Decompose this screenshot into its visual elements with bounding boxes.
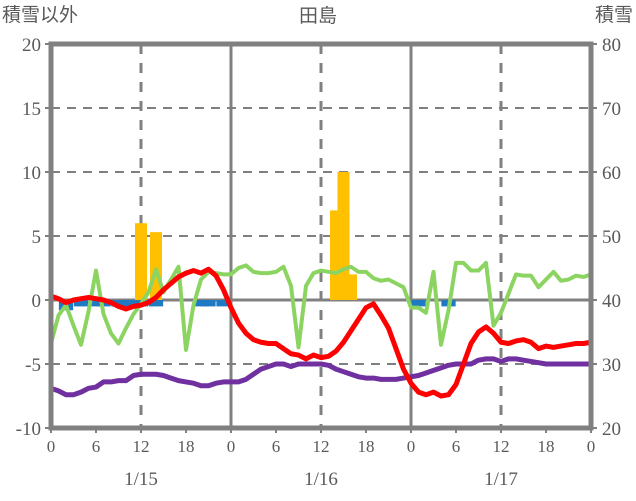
x-axis-tick-label: 18 [178,437,195,456]
gridlines [51,44,591,428]
left-axis-tick-label: -5 [25,355,41,376]
snow-depth-line [48,356,594,398]
right-axis-tick-label: 60 [602,163,621,184]
right-axis-tick-label: 40 [602,291,621,312]
x-axis-tick-label: 6 [452,437,461,456]
precipitation-bar [148,300,164,307]
left-axis-tick-label: 0 [32,291,42,312]
precipitation-bar [88,300,104,307]
date-label: 1/17 [484,469,518,490]
snowfall-bar [135,223,147,300]
temperature-line [48,266,594,399]
left-axis-unit-label: 積雪以外 [2,4,79,26]
x-axis-tick-label: 6 [92,437,101,456]
date-label: 1/15 [124,469,158,490]
x-axis-tick-label: 0 [407,437,416,456]
page-title: 田島 [298,5,337,27]
precipitation-bar [201,300,216,307]
temperature-series-path [48,266,594,399]
left-axis-tick-label: 20 [22,35,41,56]
x-axis-tick-label: 0 [587,437,596,456]
x-axis-tick-label: 6 [272,437,281,456]
left-axis-tick-label: -10 [16,419,41,440]
x-axis-tick-label: 18 [358,437,375,456]
date-label: 1/16 [304,469,338,490]
x-axis-tick-label: 12 [133,437,150,456]
x-axis-tick-label: 12 [313,437,330,456]
precipitation-bar [193,300,209,307]
left-axis-tick-label: 5 [32,227,42,248]
left-axis-tick-label: 15 [22,99,41,120]
snowfall-bars [135,172,357,300]
left-axis-tick-label: 10 [22,163,41,184]
x-axis-tick-label: 0 [47,437,56,456]
precipitation-bar [118,300,134,307]
axis-ticks [45,43,597,433]
right-axis-tick-label: 30 [602,355,621,376]
right-axis-tick-label: 70 [602,99,621,120]
x-axis-tick-label: 0 [227,437,236,456]
precipitation-bar [411,300,426,307]
snow-depth-series-path [48,356,594,398]
snowfall-bar [345,274,357,300]
right-axis-tick-label: 20 [602,419,621,440]
precipitation-bar [73,300,89,307]
right-axis-unit-label: 積雪 [594,4,633,26]
precipitation-bar [111,300,126,307]
precipitation-bar [216,300,231,307]
x-axis-tick-label: 12 [493,437,510,456]
right-axis-tick-label: 80 [602,35,621,56]
precipitation-bar [126,300,141,307]
x-axis-tick-label: 18 [538,437,555,456]
right-axis-tick-label: 50 [602,227,621,248]
